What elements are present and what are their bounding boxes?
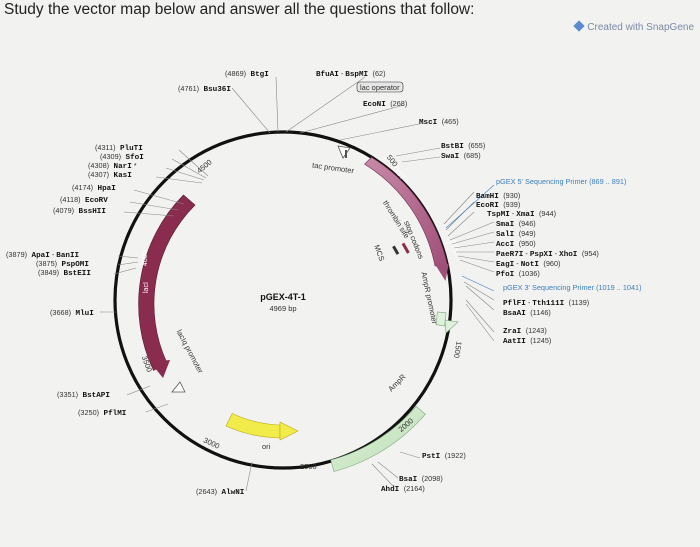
tspmi-site: TspMI - XmaI (944) <box>487 203 556 220</box>
lacig-promoter-arrowhead <box>171 381 186 393</box>
laclq-promoter-label: lacIq promoter <box>175 328 206 375</box>
pflfi-site: PflFI - Tth111I (1139) <box>503 292 589 309</box>
laci-arrowhead <box>150 360 170 378</box>
laci-arc <box>138 194 196 371</box>
gst-arc <box>364 156 449 268</box>
sfoi-site: (4309) SfoI <box>100 146 144 163</box>
pspomi-site: (3875) PspOMI <box>36 253 89 270</box>
tick-label-2500: 2500 <box>300 462 317 471</box>
bsu36i-site: (4761) Bsu36I <box>178 78 231 95</box>
zrai-site: ZraI (1243) <box>503 320 547 337</box>
tac-promoter-arrowhead <box>337 145 351 159</box>
ecorv-site: (4118) EcoRV <box>60 189 108 206</box>
econi-site: EcoNI (268) <box>363 93 407 110</box>
swai-site: SwaI (685) <box>441 145 481 162</box>
ahdi-site: AhdI (2164) <box>381 478 425 495</box>
paer7i-site: PaeR7I - PspXI - XhoI (954) <box>496 243 599 260</box>
plasmid-size: 4969 bp <box>269 304 296 313</box>
mlui-site: (3668) MluI <box>50 302 94 319</box>
hpai-site: (4174) HpaI <box>72 177 116 194</box>
bstbi-site: BstBI (655) <box>441 135 485 152</box>
ampr-promoter-label: AmpR promoter <box>419 271 439 325</box>
gst-arrowhead <box>433 262 449 281</box>
apai-site: (3879) ApaI - BanII <box>6 244 79 261</box>
btgi-site: (4869) BtgI <box>225 63 269 80</box>
bssh2-site: (4079) BssHII <box>53 200 106 217</box>
ori-arrowhead <box>279 421 299 441</box>
msci-site: MscI (465) <box>419 111 459 128</box>
fwd-primer-label: pGEX 5' Sequencing Primer (869 .. 891) <box>496 177 626 186</box>
laci-label: lacI <box>143 282 150 293</box>
question-heading: Study the vector map below and answer al… <box>4 1 475 18</box>
bsaai-site: BsaAI (1146) <box>503 302 551 319</box>
ori-arc <box>225 413 281 439</box>
mcs-label: MCS <box>372 243 386 262</box>
leader-lines <box>100 76 495 492</box>
ampr-arc <box>330 405 426 472</box>
bamhi-site: BamHI (930) <box>476 185 520 202</box>
snapgene-credit: Created with SnapGene <box>573 20 694 33</box>
nari-site: (4308) NarI * <box>88 155 137 172</box>
tick-mark-1000 <box>443 239 456 245</box>
tick-label-4000: 4000 <box>142 250 149 266</box>
lac-operator-label: lac operator <box>360 83 400 92</box>
stop-codon-marker <box>401 242 410 254</box>
bsteii-site: (3849) BstEII <box>38 262 91 279</box>
pflmi-site: (3250) PflMI <box>78 402 126 419</box>
bfuai-site: BfuAI - BspMI (62) <box>316 63 386 80</box>
aatii-site: AatII (1245) <box>503 330 551 347</box>
lac-operator-marker <box>345 150 347 158</box>
pfoi-site: PfoI (1036) <box>496 263 540 280</box>
alwni-site: (2643) AlwNI <box>196 481 244 498</box>
pluti-site: (4311) PluTI <box>95 137 143 154</box>
smai-site: SmaI (946) <box>496 213 536 230</box>
sali-site: SalI (949) <box>496 223 536 240</box>
tick-label-1500: 1500 <box>452 341 464 359</box>
ecori-site: EcoRI (939) <box>476 194 520 211</box>
mcs-marker <box>392 245 400 255</box>
kasi-site: (4307) KasI <box>88 164 132 181</box>
bsai-site: BsaI (2098) <box>399 468 443 485</box>
bstapi-site: (3351) BstAPI <box>57 384 110 401</box>
tick-mark-500 <box>381 153 393 161</box>
credit-text: Created with SnapGene <box>587 22 694 33</box>
rev-primer-label: pGEX 3' Sequencing Primer (1019 .. 1041) <box>503 283 642 292</box>
psti-site: PstI (1922) <box>422 445 466 462</box>
tick-label-1000: 1000 <box>449 240 459 257</box>
ampr-promoter-arc <box>435 311 447 327</box>
ampr-label: AmpR <box>386 372 408 394</box>
lac-operator-box <box>356 81 404 93</box>
ampr-promoter-arrowhead <box>444 319 459 334</box>
backbone-circle <box>113 130 453 470</box>
ori-label: ori <box>262 442 271 451</box>
tac-promoter-label: tac promoter <box>312 161 355 176</box>
plasmid-name: pGEX-4T-1 <box>260 292 306 302</box>
acci-site: AccI (950) <box>496 233 536 250</box>
eagi-site: EagI - NotI (960) <box>496 253 560 270</box>
